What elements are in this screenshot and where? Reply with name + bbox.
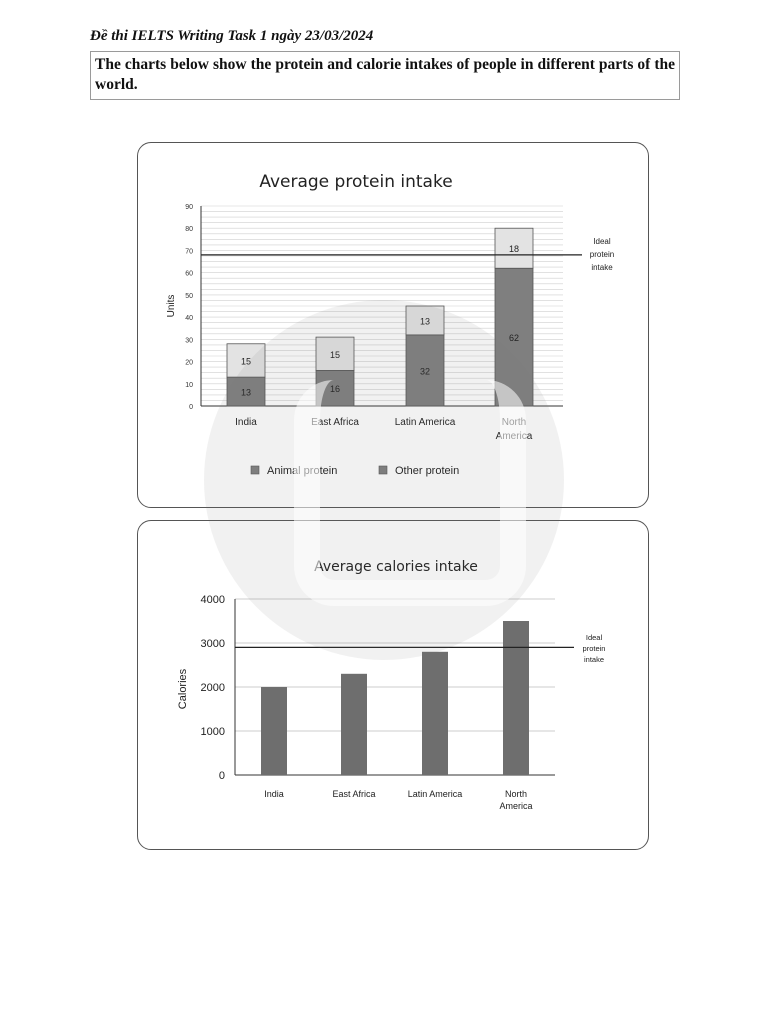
y-tick-label: 60 <box>185 271 193 278</box>
data-label-other: 13 <box>420 316 430 326</box>
x-tick-label: America <box>499 801 532 811</box>
bar-animal-east-africa <box>315 370 355 407</box>
bar-other-india <box>226 343 266 378</box>
x-tick-label: East Africa <box>332 789 375 799</box>
y-tick-label: 4000 <box>201 594 225 606</box>
legend-swatch-animal <box>250 465 260 475</box>
bar-india <box>261 687 287 775</box>
x-tick-label: Latin America <box>395 417 456 428</box>
calories-chart: Average calories intake 0 1000 2000 3000 4000… <box>177 559 606 811</box>
bar-other-east-africa <box>315 336 355 371</box>
y-tick-label: 1000 <box>201 726 225 738</box>
chart-title: Average calories intake <box>314 559 478 575</box>
bar-animal-india <box>226 376 266 407</box>
y-tick-label: 70 <box>185 248 193 255</box>
y-tick-label: 40 <box>185 315 193 322</box>
y-tick-label: 0 <box>189 404 193 411</box>
x-tick-label: North <box>502 417 526 428</box>
y-axis-label: Units <box>166 295 177 318</box>
ideal-line-label: Ideal <box>586 633 603 642</box>
protein-chart: Average protein intake 0 10 20 30 40 50 60 70 80 9… <box>166 172 614 477</box>
chart-title: Average protein intake <box>259 172 452 192</box>
y-axis-label: Calories <box>177 668 189 709</box>
x-tick-label: North <box>505 789 527 799</box>
legend-label-other: Other protein <box>395 465 459 477</box>
data-label-animal: 32 <box>420 366 430 376</box>
ideal-line-label: protein <box>583 644 606 653</box>
y-tick-label: 90 <box>185 204 193 211</box>
y-tick-label: 3000 <box>201 638 225 650</box>
x-tick-label: India <box>264 789 284 799</box>
header: Đề thi IELTS Writing Task 1 ngày 23/03/2… <box>90 28 680 100</box>
data-label-other: 15 <box>241 356 251 366</box>
exam-title: Đề thi IELTS Writing Task 1 ngày 23/03/2… <box>90 28 374 44</box>
y-tick-label: 2000 <box>201 682 225 694</box>
bar-east-africa <box>341 673 367 775</box>
data-label-animal: 16 <box>330 384 340 394</box>
x-tick-label: America <box>496 431 533 442</box>
y-tick-label: 50 <box>185 293 193 300</box>
ideal-line-label: intake <box>584 655 604 664</box>
bar-other-latin-america <box>405 305 445 336</box>
y-tick-label: 30 <box>185 337 193 344</box>
y-tick-label: 80 <box>185 226 193 233</box>
protein-chart-card: Average protein intake 0 10 20 30 40 50 60 70 80 9… <box>137 142 649 508</box>
x-tick-label: Latin America <box>408 789 463 799</box>
calories-chart-card: Average calories intake 0 1000 2000 3000 4000… <box>137 520 649 850</box>
x-tick-label: India <box>235 417 257 428</box>
legend-swatch-other <box>378 465 388 475</box>
y-tick-label: 20 <box>185 360 193 367</box>
data-label-animal: 13 <box>241 388 251 398</box>
y-tick-label: 10 <box>185 382 193 389</box>
bar-north-america <box>503 621 529 775</box>
data-label-animal: 62 <box>509 333 519 343</box>
bar-latin-america <box>422 651 448 775</box>
legend-label-animal: Animal protein <box>267 465 337 477</box>
data-label-other: 18 <box>509 244 519 254</box>
x-tick-label: East Africa <box>311 417 359 428</box>
bar-other-north-america <box>494 227 534 269</box>
ideal-line-label: intake <box>591 263 613 272</box>
data-label-other: 15 <box>330 350 340 360</box>
ideal-line-label: Ideal <box>593 237 611 246</box>
task-prompt: The charts below show the protein and ca… <box>90 51 680 100</box>
ideal-line-label: protein <box>590 250 614 259</box>
y-tick-label: 0 <box>219 770 225 782</box>
